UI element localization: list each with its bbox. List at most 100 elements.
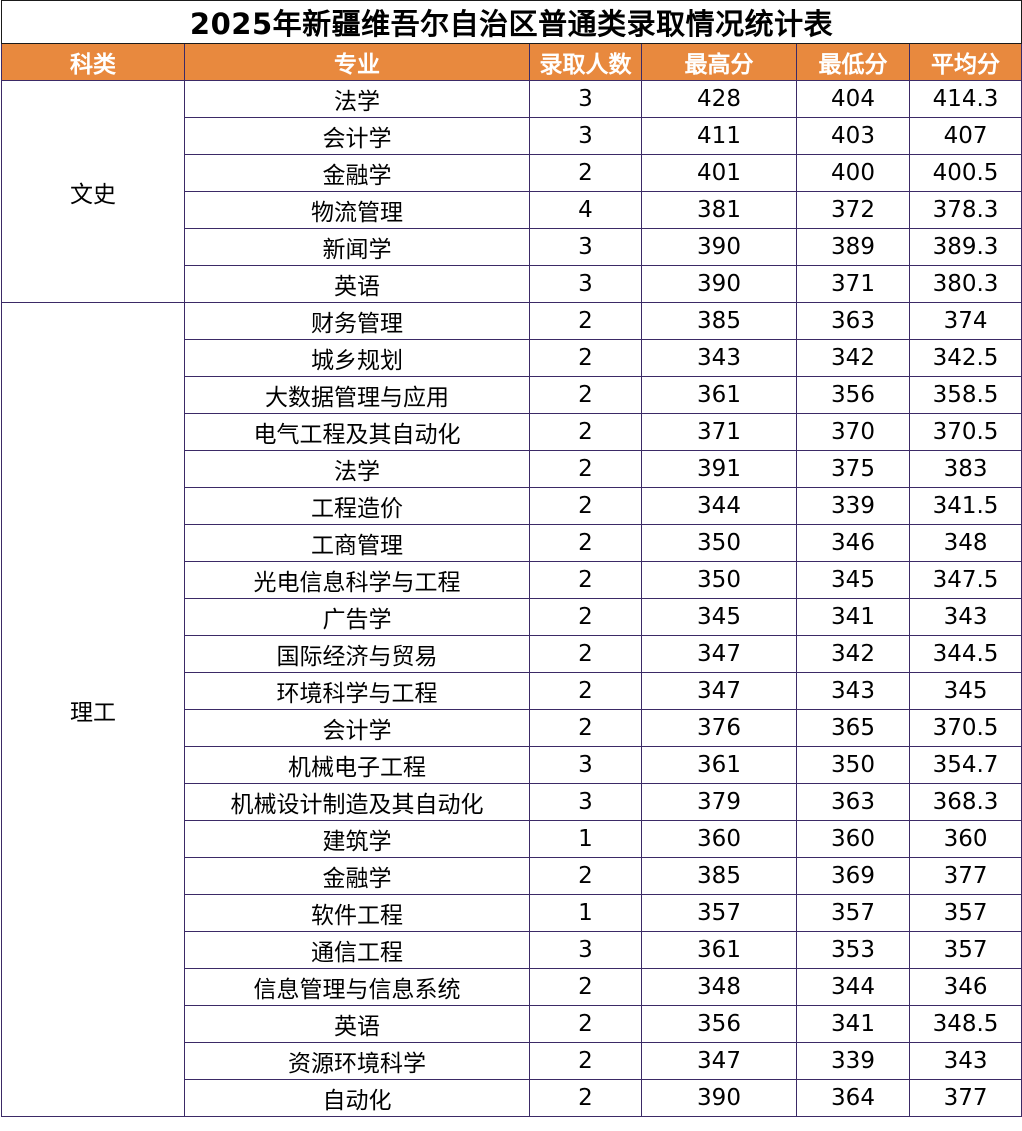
max-score-cell: 390 xyxy=(641,1079,797,1117)
avg-score-cell: 380.3 xyxy=(908,265,1022,303)
admitted-count-cell: 2 xyxy=(529,857,642,895)
avg-score-cell: 348.5 xyxy=(908,1005,1022,1043)
major-cell: 城乡规划 xyxy=(184,339,530,377)
header-max-score: 最高分 xyxy=(641,43,797,81)
header-admitted-count: 录取人数 xyxy=(529,43,642,81)
major-cell: 自动化 xyxy=(184,1079,530,1117)
admitted-count-cell: 2 xyxy=(529,598,642,636)
table-row: 大数据管理与应用 2 361 356 358.5 xyxy=(2,376,1022,414)
major-cell: 工商管理 xyxy=(184,524,530,562)
min-score-cell: 403 xyxy=(796,117,910,155)
major-cell: 金融学 xyxy=(184,154,530,192)
max-score-cell: 401 xyxy=(641,154,797,192)
avg-score-cell: 358.5 xyxy=(908,376,1022,414)
avg-score-cell: 370.5 xyxy=(908,413,1022,451)
min-score-cell: 353 xyxy=(796,931,910,969)
max-score-cell: 347 xyxy=(641,635,797,673)
max-score-cell: 391 xyxy=(641,450,797,488)
major-cell: 新闻学 xyxy=(184,228,530,266)
min-score-cell: 342 xyxy=(796,339,910,377)
table-row: 建筑学 1 360 360 360 xyxy=(2,820,1022,858)
header-category: 科类 xyxy=(1,43,185,81)
admitted-count-cell: 2 xyxy=(529,561,642,599)
header-major: 专业 xyxy=(184,43,530,81)
avg-score-cell: 344.5 xyxy=(908,635,1022,673)
admitted-count-cell: 2 xyxy=(529,709,642,747)
major-cell: 英语 xyxy=(184,265,530,303)
table-row: 会计学 3 411 403 407 xyxy=(2,117,1022,155)
min-score-cell: 371 xyxy=(796,265,910,303)
admitted-count-cell: 2 xyxy=(529,302,642,340)
major-cell: 国际经济与贸易 xyxy=(184,635,530,673)
major-cell: 会计学 xyxy=(184,709,530,747)
major-cell: 会计学 xyxy=(184,117,530,155)
admitted-count-cell: 3 xyxy=(529,931,642,969)
table-row: 通信工程 3 361 353 357 xyxy=(2,931,1022,969)
major-cell: 大数据管理与应用 xyxy=(184,376,530,414)
table-row: 光电信息科学与工程 2 350 345 347.5 xyxy=(2,561,1022,599)
admitted-count-cell: 2 xyxy=(529,672,642,710)
avg-score-cell: 414.3 xyxy=(908,80,1022,118)
avg-score-cell: 343 xyxy=(908,598,1022,636)
table-row: 环境科学与工程 2 347 343 345 xyxy=(2,672,1022,710)
avg-score-cell: 374 xyxy=(908,302,1022,340)
category-cell: 文史 xyxy=(1,80,185,303)
max-score-cell: 356 xyxy=(641,1005,797,1043)
header-avg-score: 平均分 xyxy=(908,43,1022,81)
admitted-count-cell: 3 xyxy=(529,80,642,118)
max-score-cell: 376 xyxy=(641,709,797,747)
avg-score-cell: 357 xyxy=(908,894,1022,932)
avg-score-cell: 342.5 xyxy=(908,339,1022,377)
admitted-count-cell: 2 xyxy=(529,524,642,562)
admitted-count-cell: 2 xyxy=(529,635,642,673)
admitted-count-cell: 1 xyxy=(529,820,642,858)
table-row: 理工 财务管理 2 385 363 374 xyxy=(1,302,1022,1117)
title-row: 2025年新疆维吾尔自治区普通类录取情况统计表 xyxy=(0,0,1022,44)
major-cell: 光电信息科学与工程 xyxy=(184,561,530,599)
avg-score-cell: 354.7 xyxy=(908,746,1022,784)
max-score-cell: 360 xyxy=(641,820,797,858)
max-score-cell: 361 xyxy=(641,746,797,784)
table-title: 2025年新疆维吾尔自治区普通类录取情况统计表 xyxy=(0,0,1022,44)
min-score-cell: 363 xyxy=(796,783,910,821)
table-row: 机械设计制造及其自动化 3 379 363 368.3 xyxy=(2,783,1022,821)
category-cell: 理工 xyxy=(1,302,185,1117)
admitted-count-cell: 2 xyxy=(529,450,642,488)
max-score-cell: 347 xyxy=(641,672,797,710)
min-score-cell: 342 xyxy=(796,635,910,673)
table-row: 软件工程 1 357 357 357 xyxy=(2,894,1022,932)
avg-score-cell: 389.3 xyxy=(908,228,1022,266)
header-min-score: 最低分 xyxy=(796,43,910,81)
min-score-cell: 375 xyxy=(796,450,910,488)
major-cell: 通信工程 xyxy=(184,931,530,969)
admitted-count-cell: 4 xyxy=(529,191,642,229)
admitted-count-cell: 3 xyxy=(529,228,642,266)
table-row: 法学 2 391 375 383 xyxy=(2,450,1022,488)
avg-score-cell: 341.5 xyxy=(908,487,1022,525)
admitted-count-cell: 3 xyxy=(529,117,642,155)
major-cell: 广告学 xyxy=(184,598,530,636)
max-score-cell: 347 xyxy=(641,1042,797,1080)
max-score-cell: 381 xyxy=(641,191,797,229)
max-score-cell: 344 xyxy=(641,487,797,525)
max-score-cell: 350 xyxy=(641,561,797,599)
max-score-cell: 390 xyxy=(641,265,797,303)
admitted-count-cell: 2 xyxy=(529,1005,642,1043)
avg-score-cell: 346 xyxy=(908,968,1022,1006)
min-score-cell: 339 xyxy=(796,487,910,525)
major-cell: 机械电子工程 xyxy=(184,746,530,784)
min-score-cell: 345 xyxy=(796,561,910,599)
avg-score-cell: 345 xyxy=(908,672,1022,710)
major-cell: 信息管理与信息系统 xyxy=(184,968,530,1006)
max-score-cell: 343 xyxy=(641,339,797,377)
major-cell: 物流管理 xyxy=(184,191,530,229)
min-score-cell: 346 xyxy=(796,524,910,562)
table-row: 文史 法学 3 428 404 414.3 xyxy=(1,80,1022,303)
admitted-count-cell: 2 xyxy=(529,154,642,192)
min-score-cell: 364 xyxy=(796,1079,910,1117)
header-row: 科类 专业 录取人数 最高分 最低分 平均分 xyxy=(1,43,1022,81)
major-cell: 机械设计制造及其自动化 xyxy=(184,783,530,821)
min-score-cell: 343 xyxy=(796,672,910,710)
